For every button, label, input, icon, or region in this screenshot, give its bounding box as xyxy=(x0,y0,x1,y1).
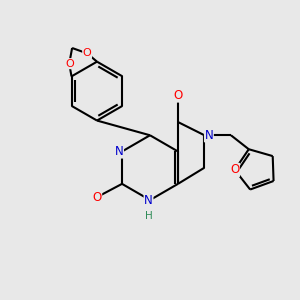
Text: O: O xyxy=(83,48,92,59)
Text: O: O xyxy=(92,190,102,204)
Text: H: H xyxy=(145,211,152,221)
Text: O: O xyxy=(173,89,183,102)
Text: O: O xyxy=(65,59,74,69)
Text: N: N xyxy=(115,145,124,158)
Text: N: N xyxy=(144,194,153,207)
Text: N: N xyxy=(205,129,213,142)
Text: O: O xyxy=(230,164,239,176)
